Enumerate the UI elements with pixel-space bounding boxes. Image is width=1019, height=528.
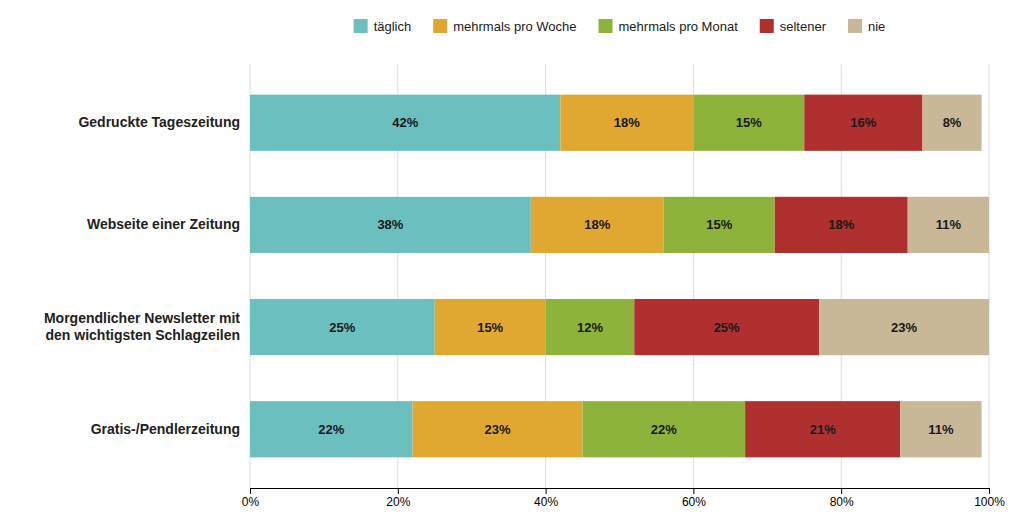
y-tick-label: Gratis-/Pendlerzeitung (91, 421, 240, 437)
legend-swatch (433, 19, 447, 33)
bar (413, 401, 583, 457)
data-label: 38% (377, 217, 403, 232)
bar (908, 197, 989, 253)
legend-label: täglich (374, 19, 412, 34)
x-tick: 0% (242, 488, 260, 509)
legend-label: mehrmals pro Woche (453, 19, 576, 34)
bar-series (819, 95, 989, 458)
data-label: 18% (584, 217, 610, 232)
bar (560, 95, 693, 151)
x-tick-label: 40% (534, 495, 558, 509)
bar (250, 401, 413, 457)
x-tick-label: 0% (242, 495, 260, 509)
data-label: 23% (891, 320, 917, 335)
data-labels: 42% 38% 25% 22% 18% 18% 15% 23% 15% 15% 12% 22% 16% 1… (318, 115, 962, 437)
data-label: 23% (485, 422, 511, 437)
x-tick-mark (841, 488, 842, 494)
x-tick-mark (693, 488, 694, 494)
bar (804, 95, 922, 151)
x-tick-mark (398, 488, 399, 494)
y-tick-label-line: Morgendlicher Newsletter mit (44, 310, 240, 326)
bar (583, 401, 746, 457)
y-tick-label: Morgendlicher Newsletter mitden wichtigs… (44, 310, 240, 343)
bar (922, 95, 981, 151)
bar (745, 401, 900, 457)
x-axis-line (251, 489, 990, 495)
chart-container: 42% 38% 25% 22% 18% 18% 15% 23% 15% 15% 12% 22% 16% 1… (0, 0, 1019, 528)
bar (435, 299, 546, 355)
bar (250, 197, 531, 253)
legend-swatch (848, 19, 862, 33)
legend: täglich mehrmals pro Woche mehrmals pro Mo… (354, 19, 886, 34)
legend-label: mehrmals pro Monat (619, 19, 739, 34)
bar (250, 95, 560, 151)
y-axis: Gedruckte Tageszeitung Webseite einer Zei… (44, 114, 250, 437)
x-tick-mark (250, 488, 251, 494)
data-label: 22% (651, 422, 677, 437)
data-label: 42% (392, 115, 418, 130)
x-tick: 60% (682, 488, 706, 509)
bar (819, 299, 989, 355)
x-tick-mark (989, 488, 990, 494)
legend-item: mehrmals pro Monat (599, 19, 739, 34)
x-axis: 0% 20% 40% 60% 80% 100% (242, 488, 1005, 509)
legend-item: täglich (354, 19, 412, 34)
data-label: 11% (936, 217, 962, 232)
y-tick: Morgendlicher Newsletter mitden wichtigs… (44, 310, 250, 343)
x-tick: 100% (974, 488, 1005, 509)
legend-item: nie (848, 19, 885, 34)
y-tick-label-line: Gedruckte Tageszeitung (78, 114, 240, 130)
legend-item: seltener (760, 19, 827, 34)
data-label: 21% (810, 422, 836, 437)
legend-swatch (599, 19, 613, 33)
x-tick-label: 20% (386, 495, 410, 509)
bar (693, 95, 804, 151)
plot-area: 42% 38% 25% 22% 18% 18% 15% 23% 15% 15% 12% 22% 16% 1… (44, 64, 1005, 509)
x-tick: 40% (534, 488, 558, 509)
x-tick-label: 100% (974, 495, 1005, 509)
y-tick-label: Webseite einer Zeitung (87, 216, 240, 232)
bar (775, 197, 908, 253)
legend-swatch (760, 19, 774, 33)
bars (250, 95, 989, 458)
legend-label: nie (868, 19, 885, 34)
bar (634, 299, 819, 355)
data-label: 12% (577, 320, 603, 335)
legend-label: seltener (780, 19, 827, 34)
data-label: 25% (329, 320, 355, 335)
data-label: 15% (477, 320, 503, 335)
bar-series (634, 95, 922, 458)
data-label: 18% (828, 217, 854, 232)
y-tick: Gratis-/Pendlerzeitung (91, 421, 250, 437)
data-label: 18% (614, 115, 640, 130)
bar (664, 197, 775, 253)
chart-svg: 42% 38% 25% 22% 18% 18% 15% 23% 15% 15% 12% 22% 16% 1… (0, 0, 1019, 528)
x-tick: 20% (386, 488, 410, 509)
grid (250, 64, 989, 488)
data-label: 22% (318, 422, 344, 437)
y-tick: Gedruckte Tageszeitung (78, 114, 250, 130)
y-tick: Webseite einer Zeitung (87, 216, 250, 232)
bar (546, 299, 635, 355)
y-tick-label: Gedruckte Tageszeitung (78, 114, 240, 130)
bar (900, 401, 981, 457)
y-tick-label-line: Gratis-/Pendlerzeitung (91, 421, 240, 437)
legend-item: mehrmals pro Woche (433, 19, 576, 34)
legend-swatch (354, 19, 368, 33)
data-label: 16% (850, 115, 876, 130)
grid-line (989, 64, 990, 488)
x-tick: 80% (830, 488, 854, 509)
data-label: 8% (943, 115, 962, 130)
data-label: 11% (928, 422, 954, 437)
data-label: 25% (714, 320, 740, 335)
y-tick-label-line: den wichtigsten Schlagzeilen (46, 327, 240, 343)
x-tick-label: 80% (830, 495, 854, 509)
x-tick-mark (546, 488, 547, 494)
bar (250, 299, 435, 355)
x-tick-label: 60% (682, 495, 706, 509)
data-label: 15% (706, 217, 732, 232)
bar (531, 197, 664, 253)
y-tick-label-line: Webseite einer Zeitung (87, 216, 240, 232)
data-label: 15% (736, 115, 762, 130)
